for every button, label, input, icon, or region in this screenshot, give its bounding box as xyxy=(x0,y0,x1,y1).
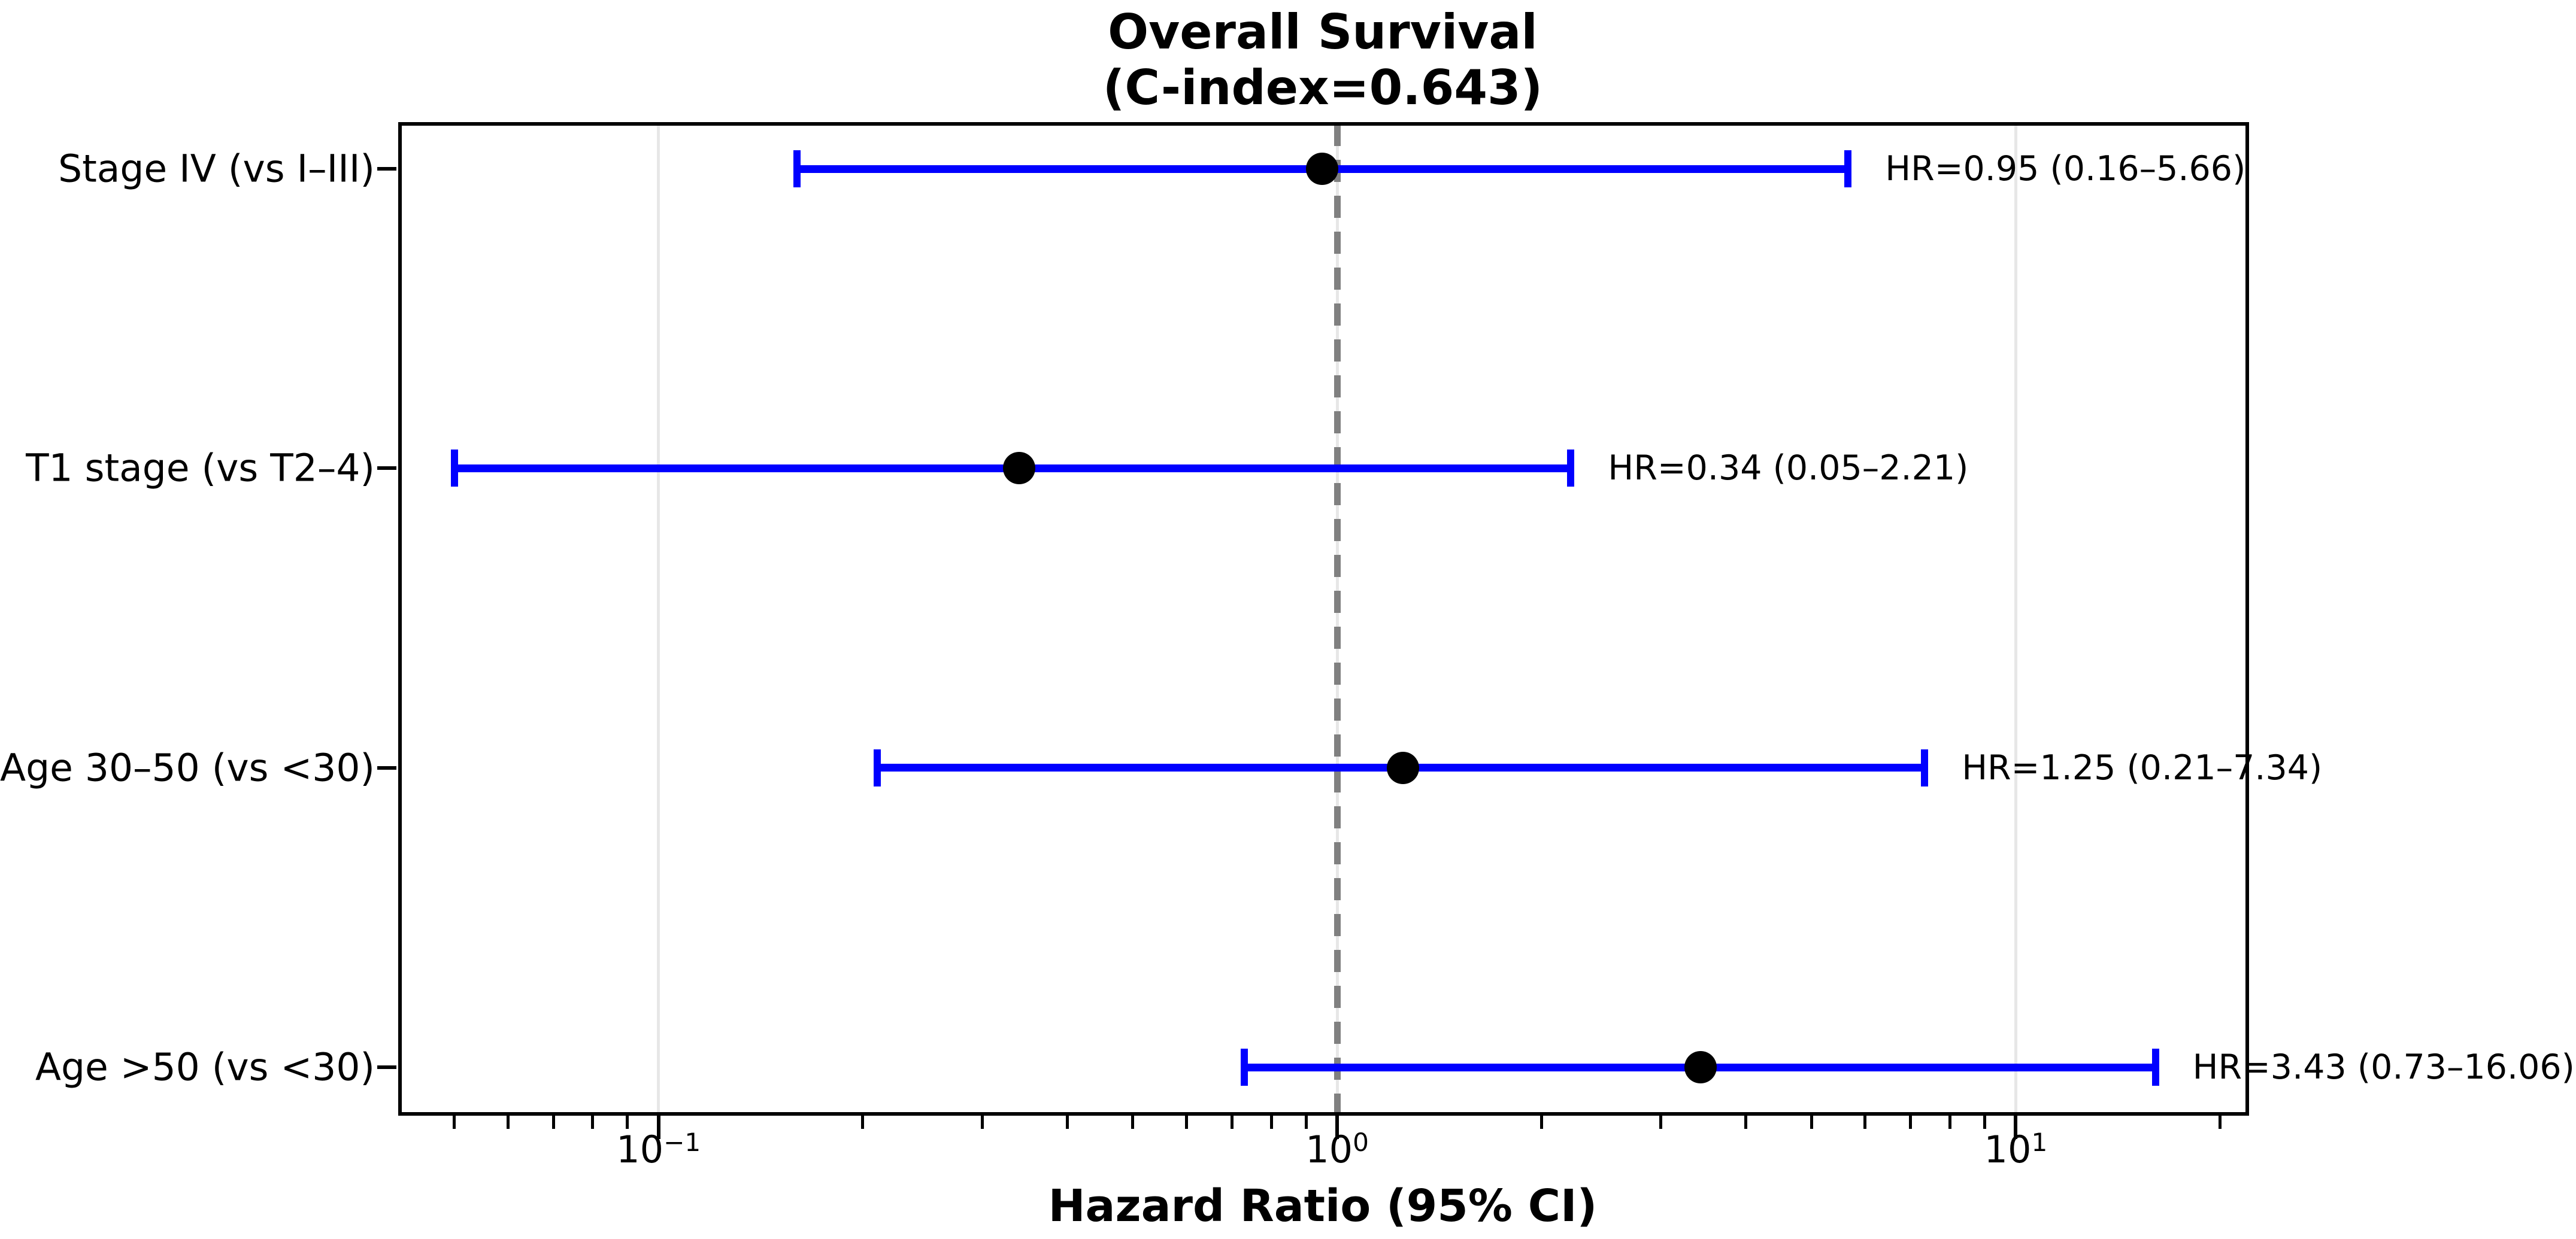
x-minor-tick xyxy=(1983,1112,1987,1129)
hr-annotation: HR=3.43 (0.73–16.06) xyxy=(2192,1047,2575,1087)
x-minor-tick xyxy=(1230,1112,1234,1129)
chart-title-line1: Overall Survival xyxy=(1108,4,1538,60)
y-tick xyxy=(377,167,396,171)
x-minor-tick xyxy=(1948,1112,1952,1129)
hr-marker xyxy=(1305,153,1338,185)
ci-cap-high xyxy=(1844,150,1852,187)
ci-cap-low xyxy=(793,150,801,187)
ci-cap-high xyxy=(2151,1049,2159,1086)
hr-marker xyxy=(1003,452,1036,485)
x-minor-tick xyxy=(1539,1112,1543,1129)
x-minor-tick xyxy=(1185,1112,1189,1129)
y-tick-label: T1 stage (vs T2–4) xyxy=(26,446,375,490)
x-major-tick xyxy=(1335,1112,1339,1139)
hr-annotation: HR=1.25 (0.21–7.34) xyxy=(1962,748,2323,788)
y-tick-label: Stage IV (vs I–III) xyxy=(58,147,375,191)
ci-cap-low xyxy=(1241,1049,1248,1086)
x-minor-tick xyxy=(1065,1112,1069,1129)
x-minor-tick xyxy=(453,1112,456,1129)
y-tick-label: Age 30–50 (vs <30) xyxy=(0,746,375,790)
reference-line-hr1 xyxy=(1334,124,1341,1112)
ci-cap-low xyxy=(450,450,458,487)
x-minor-tick xyxy=(1269,1112,1273,1129)
x-minor-tick xyxy=(1131,1112,1135,1129)
x-minor-tick xyxy=(1810,1112,1813,1129)
x-tick-base: 10 xyxy=(616,1128,664,1171)
x-tick-exponent: 1 xyxy=(2031,1128,2048,1158)
y-tick xyxy=(377,1065,396,1069)
x-minor-tick xyxy=(551,1112,555,1129)
x-minor-tick xyxy=(1909,1112,1913,1129)
x-minor-tick xyxy=(591,1112,595,1129)
x-minor-tick xyxy=(626,1112,629,1129)
hr-marker xyxy=(1684,1051,1717,1083)
x-tick-exponent: 0 xyxy=(1353,1128,1369,1158)
y-tick-label: Age >50 (vs <30) xyxy=(35,1045,375,1089)
x-minor-tick xyxy=(861,1112,865,1129)
hr-annotation: HR=0.34 (0.05–2.21) xyxy=(1608,448,1969,488)
x-minor-tick xyxy=(506,1112,510,1129)
hr-annotation: HR=0.95 (0.16–5.66) xyxy=(1885,149,2246,189)
x-tick-label: 100 xyxy=(1187,1128,1487,1171)
x-tick-exponent: −1 xyxy=(663,1128,701,1158)
ci-cap-high xyxy=(1567,450,1575,487)
x-gridline xyxy=(2014,124,2017,1112)
x-gridline xyxy=(657,124,660,1112)
x-major-tick xyxy=(656,1112,660,1139)
x-tick-label: 10−1 xyxy=(509,1128,808,1171)
x-minor-tick xyxy=(1863,1112,1867,1129)
chart-title: Overall Survival (C-index=0.643) xyxy=(574,4,2071,116)
x-axis-title: Hazard Ratio (95% CI) xyxy=(1048,1180,1598,1232)
x-minor-tick xyxy=(980,1112,984,1129)
chart-title-line2: (C-index=0.643) xyxy=(1102,59,1543,116)
x-minor-tick xyxy=(1659,1112,1663,1129)
x-minor-tick xyxy=(1304,1112,1308,1129)
x-tick-label: 101 xyxy=(1866,1128,2165,1171)
plot-area xyxy=(398,122,2249,1116)
y-tick xyxy=(377,766,396,770)
x-tick-base: 10 xyxy=(1984,1128,2032,1171)
y-tick xyxy=(377,466,396,470)
x-major-tick xyxy=(2014,1112,2018,1139)
x-tick-base: 10 xyxy=(1305,1128,1353,1171)
hr-marker xyxy=(1386,751,1419,784)
ci-cap-high xyxy=(1921,749,1929,786)
x-minor-tick xyxy=(1744,1112,1747,1129)
ci-cap-low xyxy=(873,749,881,786)
x-minor-tick xyxy=(2219,1112,2222,1129)
